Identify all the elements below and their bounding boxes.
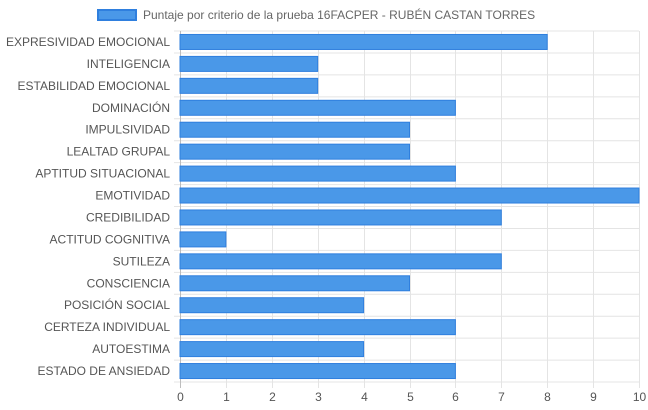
bar[interactable] <box>179 363 456 380</box>
category-label: DOMINACIÓN <box>92 100 170 115</box>
category-label: LEALTAD GRUPAL <box>67 145 171 159</box>
category-label: CREDIBILIDAD <box>86 210 170 224</box>
x-tick-label: 2 <box>269 390 276 404</box>
x-axis-ticks: 0 1 2 3 4 5 6 7 8 9 10 <box>177 390 646 404</box>
bars <box>179 33 640 380</box>
bar[interactable] <box>179 187 640 204</box>
bar[interactable] <box>179 319 456 336</box>
category-label: ACTITUD COGNITIVA <box>50 232 170 246</box>
legend-label: Puntaje por criterio de la prueba 16FACP… <box>143 8 536 22</box>
x-tick-label: 10 <box>633 390 647 404</box>
chart-legend[interactable]: Puntaje por criterio de la prueba 16FACP… <box>97 7 535 23</box>
bar[interactable] <box>179 77 319 94</box>
x-tick-label: 7 <box>498 390 505 404</box>
category-label: EXPRESIVIDAD EMOCIONAL <box>6 35 170 49</box>
category-label: INTELIGENCIA <box>87 57 170 71</box>
x-tick-label: 9 <box>590 390 597 404</box>
x-tick-label: 0 <box>177 390 184 404</box>
category-label: CONSCIENCIA <box>87 276 170 290</box>
bar[interactable] <box>179 341 365 358</box>
category-label: ESTADO DE ANSIEDAD <box>38 364 171 378</box>
bar[interactable] <box>179 209 502 226</box>
bar[interactable] <box>179 253 502 270</box>
bar[interactable] <box>179 275 410 292</box>
category-label: CERTEZA INDIVIDUAL <box>44 320 170 334</box>
category-label: POSICIÓN SOCIAL <box>64 297 170 312</box>
bar[interactable] <box>179 33 548 50</box>
x-tick-label: 4 <box>361 390 368 404</box>
bar[interactable] <box>179 121 410 138</box>
category-label: AUTOESTIMA <box>92 342 170 356</box>
bar[interactable] <box>179 165 456 182</box>
bar[interactable] <box>179 143 410 160</box>
x-tick-label: 8 <box>544 390 551 404</box>
x-tick-label: 5 <box>407 390 414 404</box>
legend-swatch <box>97 9 137 21</box>
category-label: APTITUD SITUACIONAL <box>35 167 170 181</box>
bar[interactable] <box>179 99 456 116</box>
x-tick-label: 1 <box>223 390 230 404</box>
category-label: SUTILEZA <box>113 254 170 268</box>
category-label: IMPULSIVIDAD <box>85 123 170 137</box>
bar[interactable] <box>179 55 319 72</box>
bar[interactable] <box>179 297 365 314</box>
category-labels: EXPRESIVIDAD EMOCIONAL INTELIGENCIA ESTABI… <box>6 35 170 378</box>
x-tick-label: 6 <box>452 390 459 404</box>
bar[interactable] <box>179 231 227 248</box>
category-label: ESTABILIDAD EMOCIONAL <box>18 79 171 93</box>
x-tick-label: 3 <box>315 390 322 404</box>
category-label: EMOTIVIDAD <box>95 189 170 203</box>
